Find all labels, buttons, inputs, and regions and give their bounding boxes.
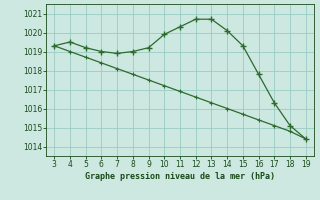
X-axis label: Graphe pression niveau de la mer (hPa): Graphe pression niveau de la mer (hPa) [85,172,275,181]
